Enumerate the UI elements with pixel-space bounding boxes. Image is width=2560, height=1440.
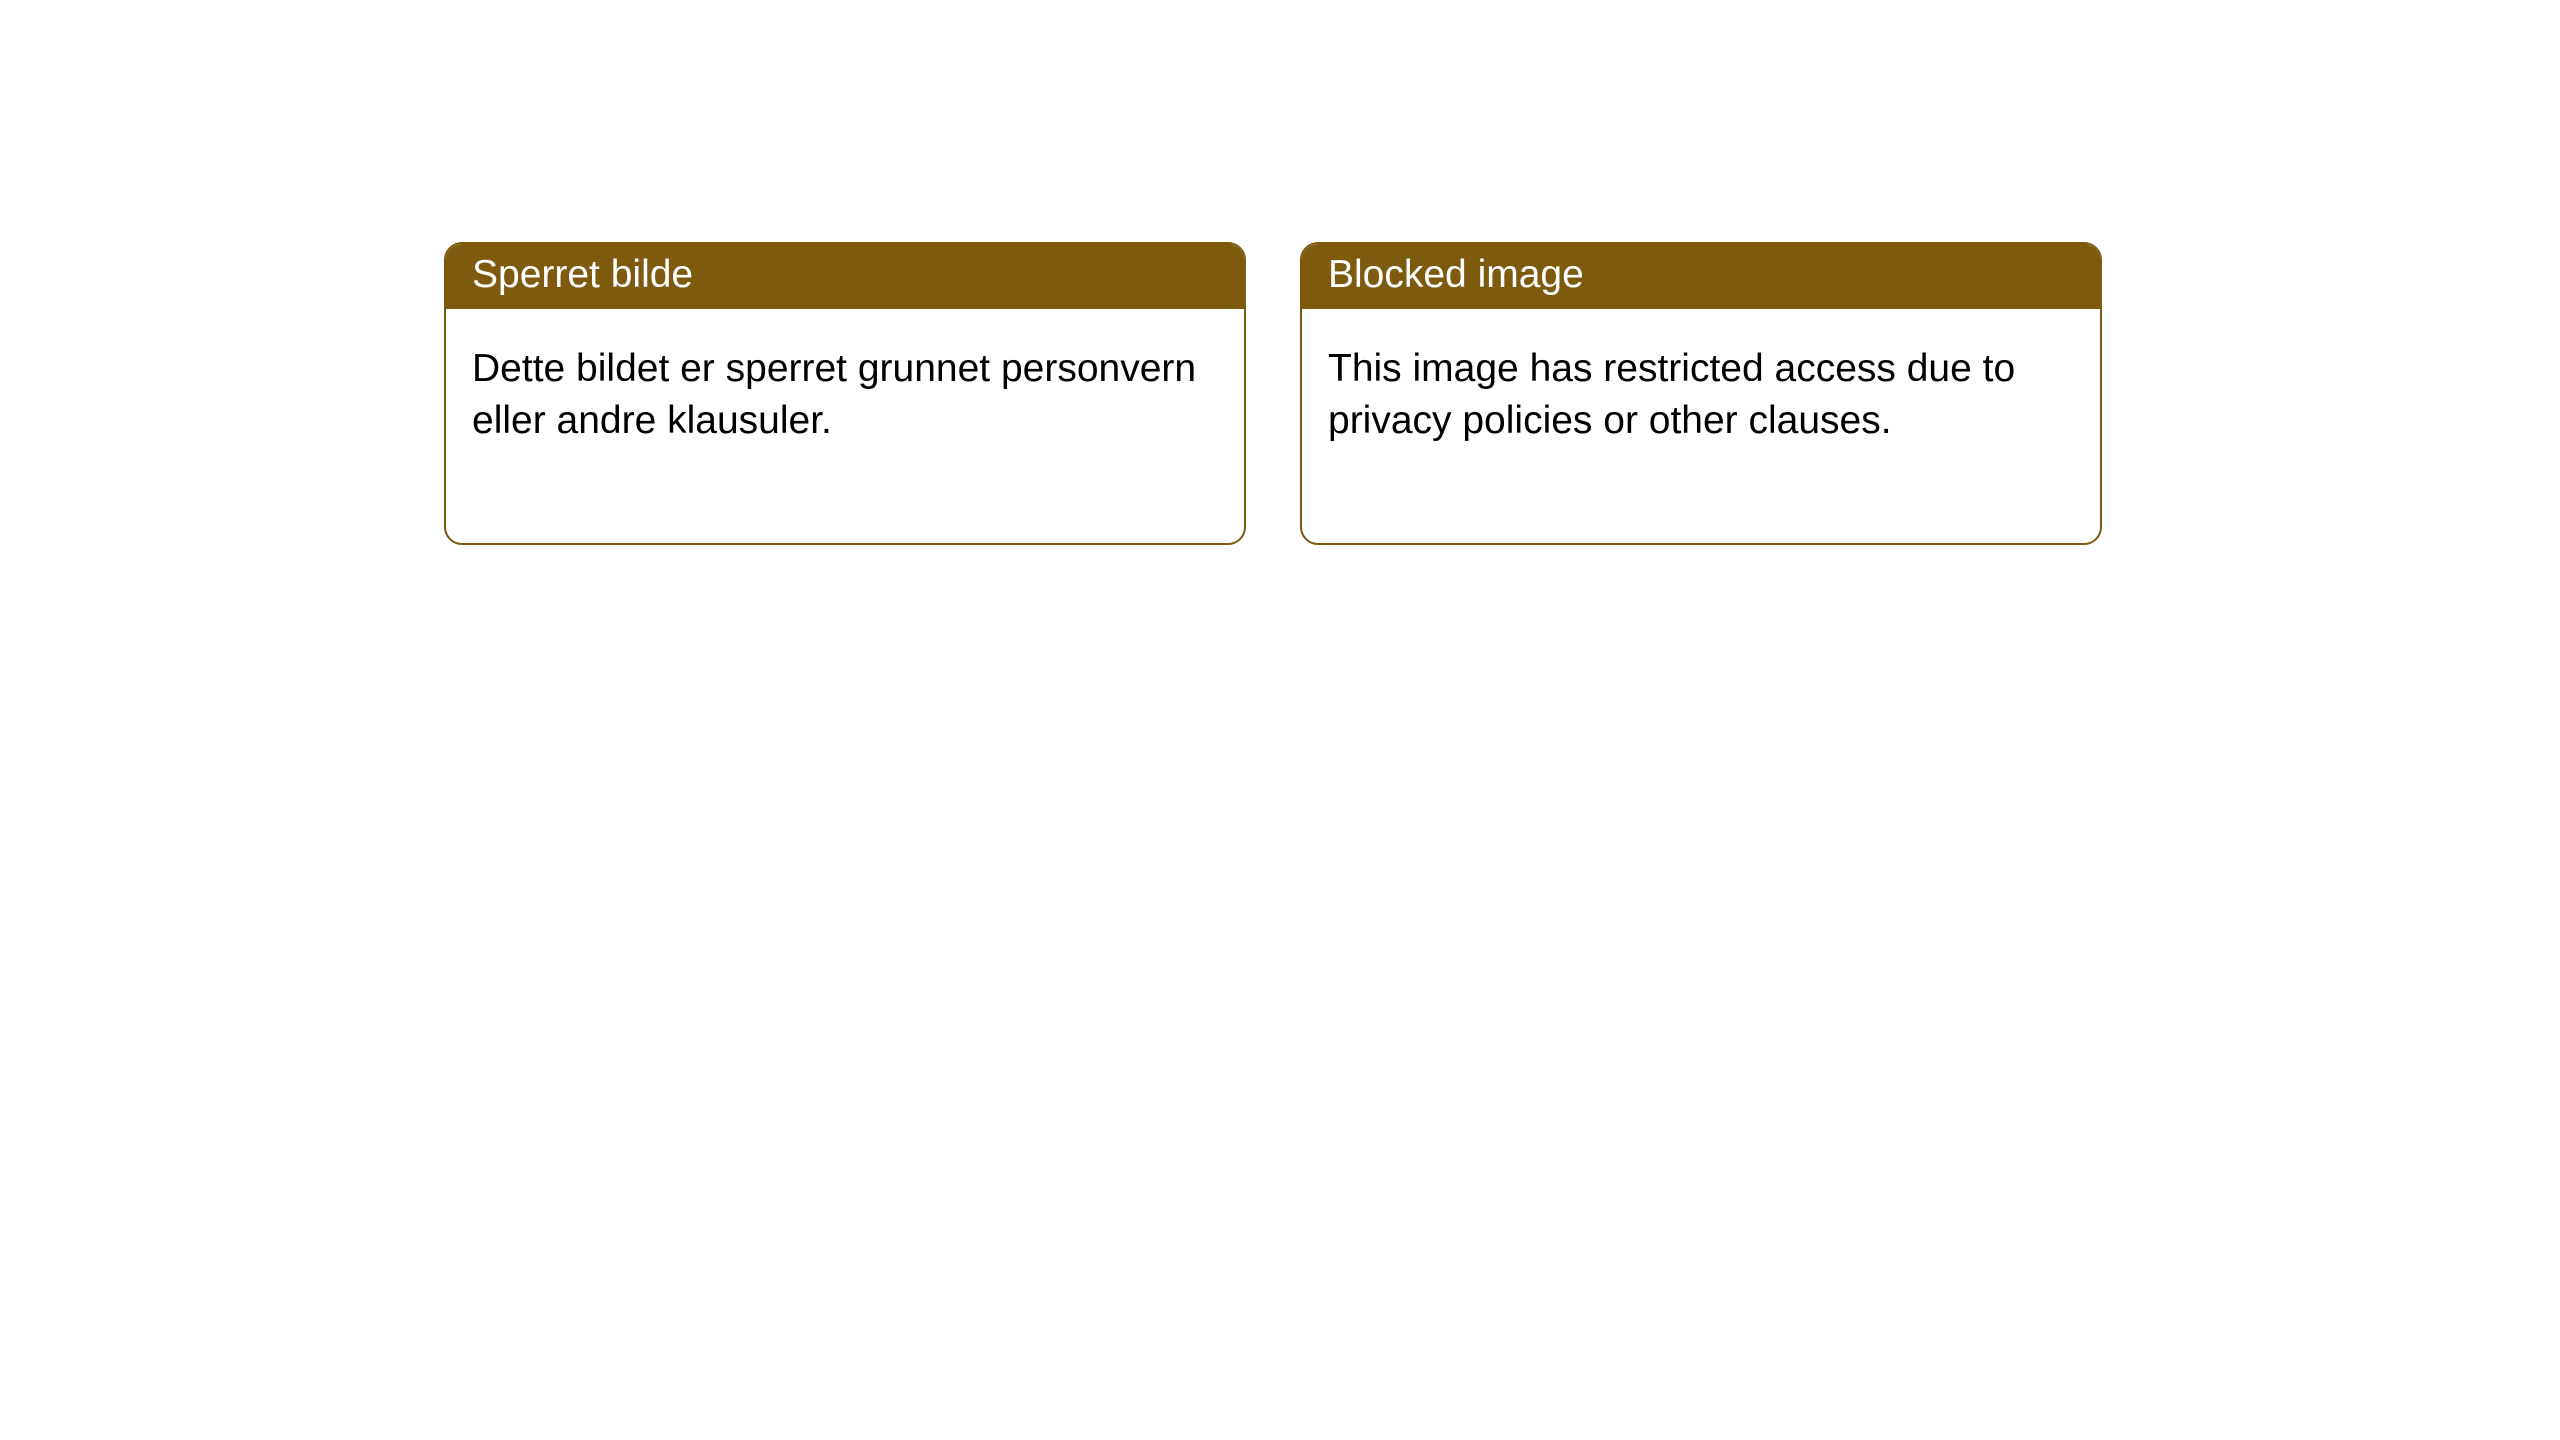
notice-box-english: Blocked image This image has restricted …	[1300, 242, 2102, 545]
notice-title: Sperret bilde	[446, 244, 1244, 309]
notice-body: This image has restricted access due to …	[1302, 309, 2100, 543]
notice-body: Dette bildet er sperret grunnet personve…	[446, 309, 1244, 543]
notice-title: Blocked image	[1302, 244, 2100, 309]
notice-container: Sperret bilde Dette bildet er sperret gr…	[0, 0, 2560, 545]
notice-box-norwegian: Sperret bilde Dette bildet er sperret gr…	[444, 242, 1246, 545]
